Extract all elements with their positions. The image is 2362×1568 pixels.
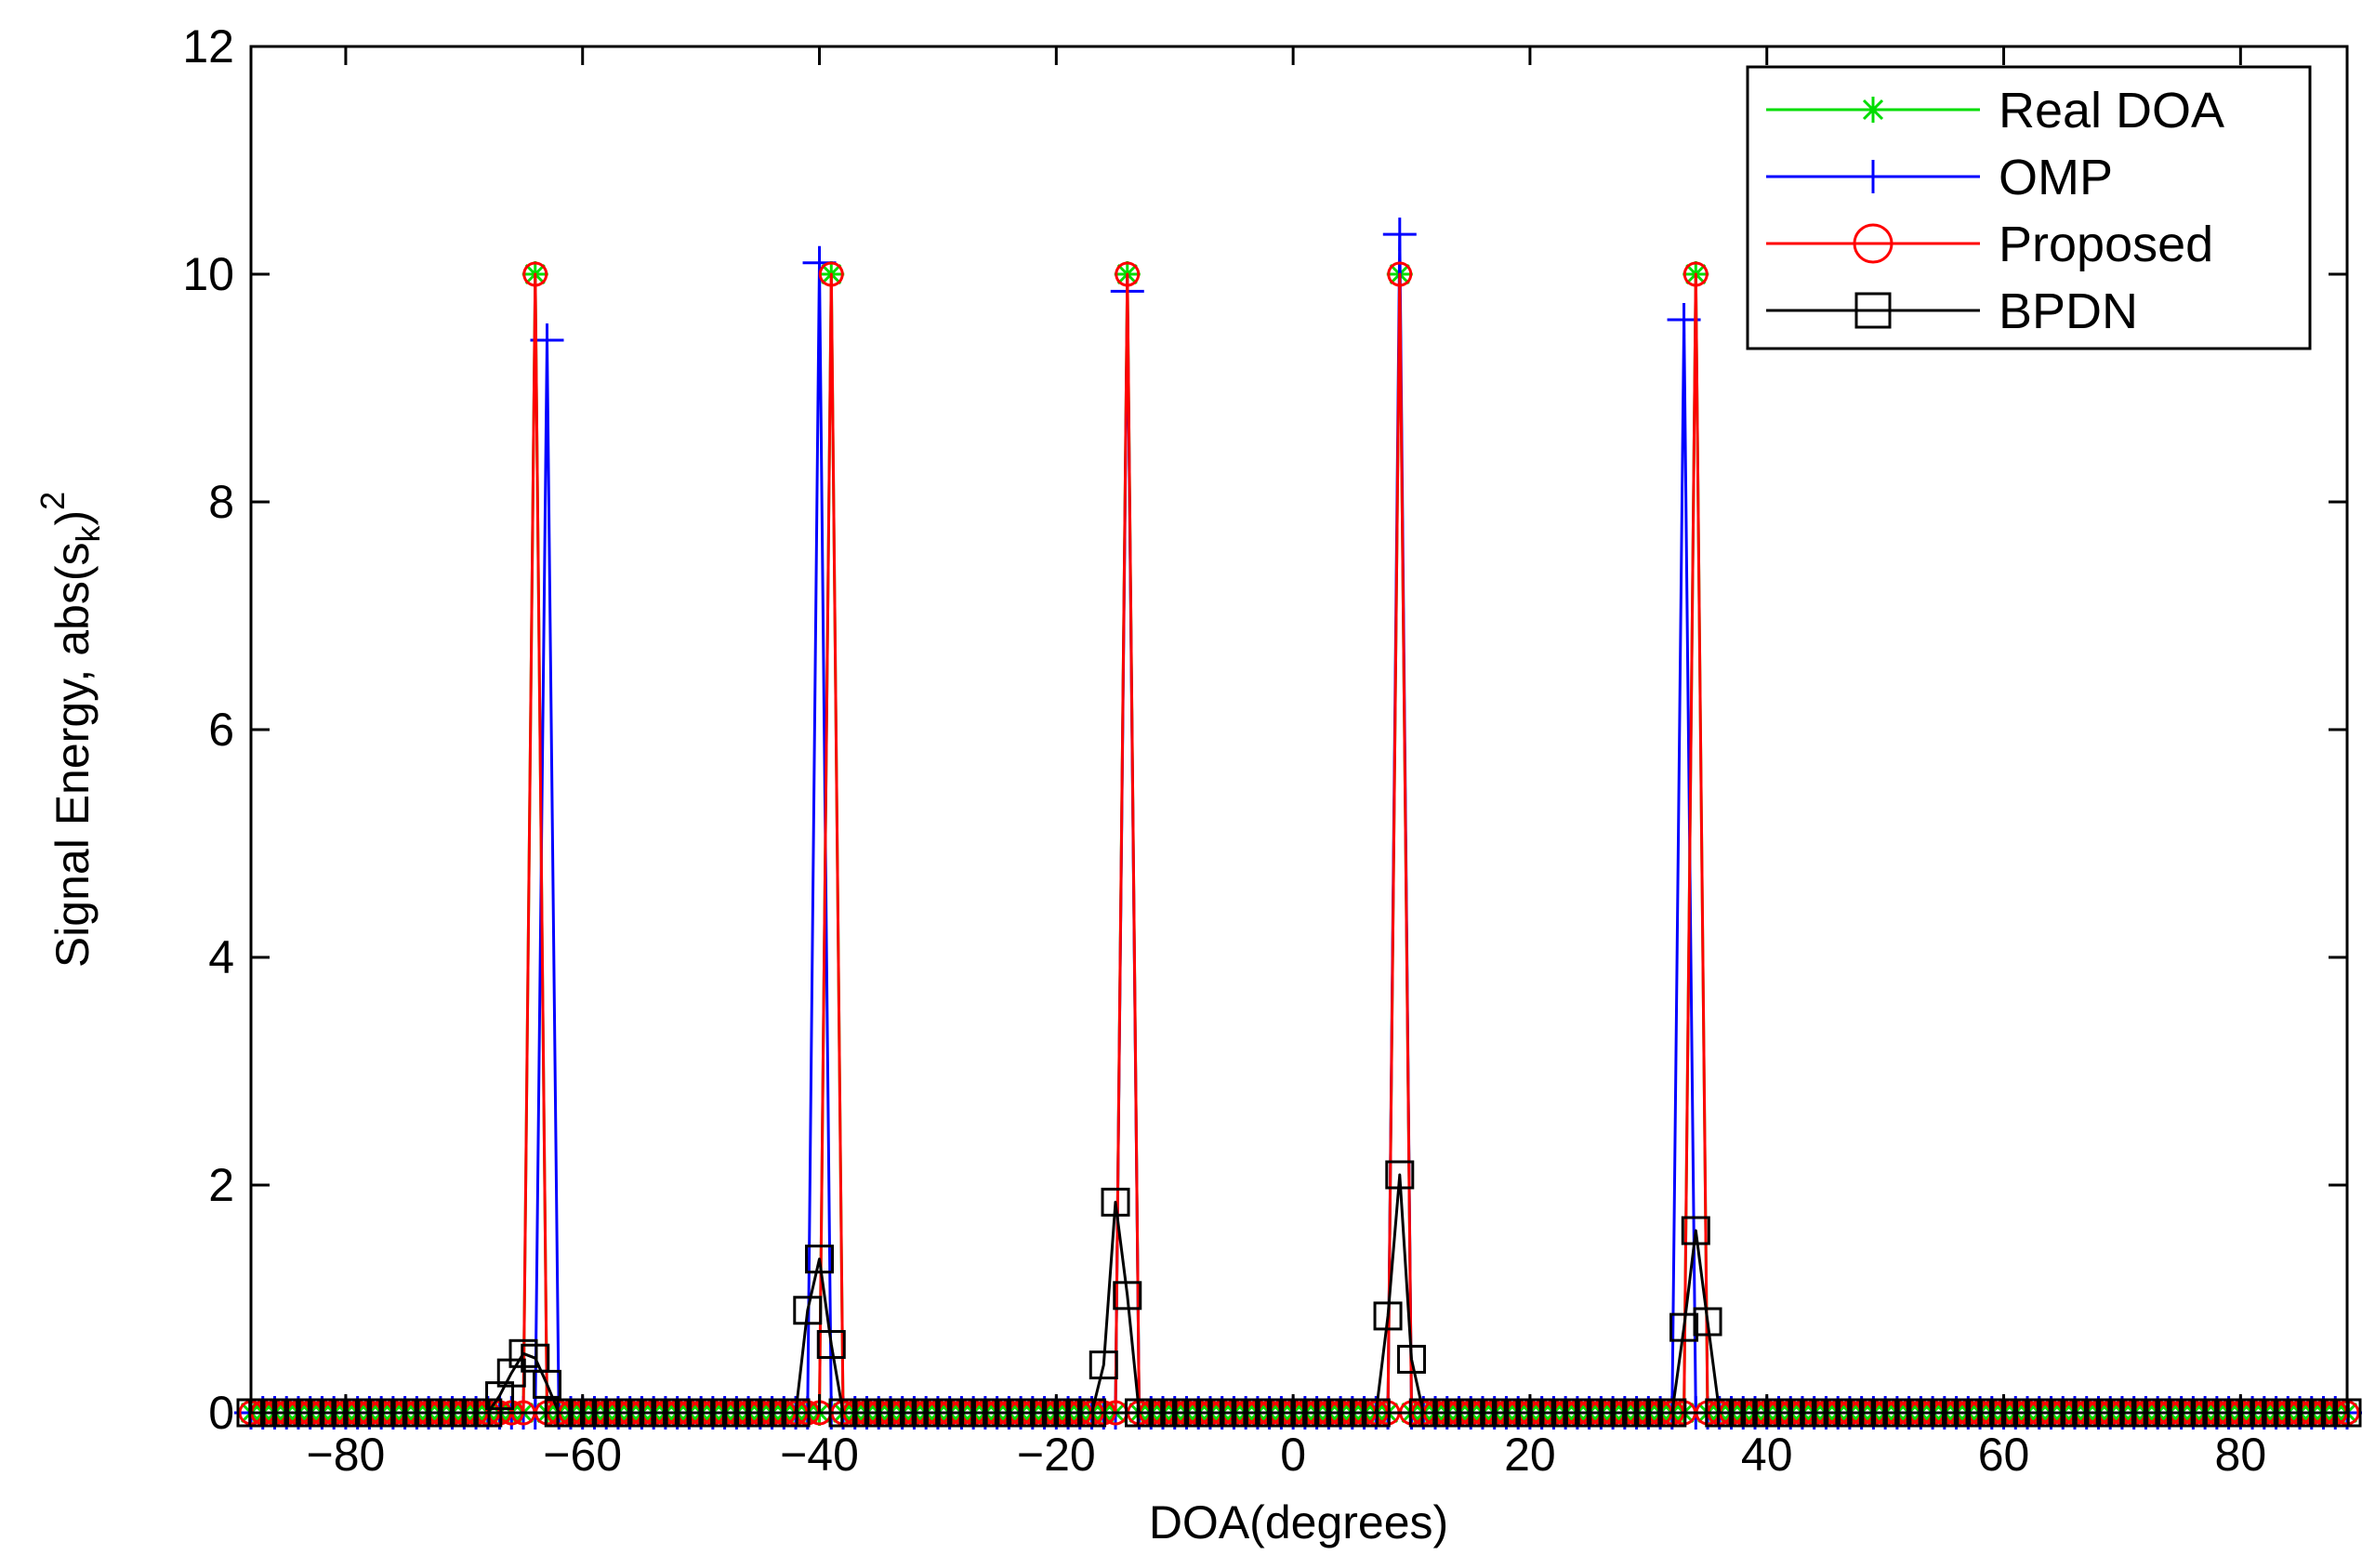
data-point-omp — [1382, 217, 1417, 252]
data-point-proposed — [1115, 261, 1141, 287]
data-point-bpdn — [533, 1369, 562, 1399]
data-point-bpdn — [1385, 1160, 1415, 1190]
data-point-proposed — [1387, 261, 1413, 287]
data-point-bpdn — [793, 1296, 823, 1325]
y-tick-label: 12 — [182, 20, 234, 72]
legend-marker — [1853, 223, 1894, 264]
data-point-proposed — [818, 261, 844, 287]
y-tick-label: 4 — [208, 931, 234, 983]
x-tick-label: −60 — [543, 1429, 622, 1481]
y-tick-label: 2 — [208, 1159, 234, 1211]
legend-marker — [1856, 160, 1890, 193]
legend-marker — [1854, 292, 1892, 329]
x-tick-label: 40 — [1741, 1429, 1793, 1481]
y-tick-label: 6 — [208, 704, 234, 756]
legend-label-bpdn: BPDN — [1999, 283, 2138, 339]
data-point-bpdn — [1693, 1307, 1722, 1337]
y-axis-title: Signal Energy, abs(sk)2 — [33, 492, 107, 968]
x-tick-label: −20 — [1017, 1429, 1096, 1481]
x-tick-label: 20 — [1504, 1429, 1556, 1481]
legend-item-proposed: Proposed — [1766, 217, 2213, 272]
x-tick-label: 0 — [1280, 1429, 1306, 1481]
data-point-bpdn — [1089, 1351, 1118, 1380]
legend: Real DOA OMP Proposed BPDN — [1746, 65, 2312, 350]
y-tick-label: 8 — [208, 476, 234, 528]
x-tick-label: 80 — [2215, 1429, 2267, 1481]
data-point-bpdn — [1397, 1344, 1427, 1374]
x-tick-label: −80 — [307, 1429, 386, 1481]
x-tick-label: −40 — [780, 1429, 859, 1481]
data-point-bpdn — [1669, 1312, 1699, 1342]
legend-label-proposed: Proposed — [1999, 217, 2213, 272]
data-point-bpdn — [816, 1330, 846, 1359]
data-point-bpdn — [1113, 1281, 1142, 1311]
legend-label-omp: OMP — [1999, 150, 2113, 205]
y-tick-label: 0 — [208, 1387, 234, 1439]
legend-item-bpdn: BPDN — [1766, 283, 2138, 339]
data-point-bpdn — [1373, 1301, 1403, 1331]
legend-label-real-doa: Real DOA — [1999, 83, 2224, 138]
x-axis-title: DOA(degrees) — [1149, 1496, 1448, 1548]
y-axis-title-sup: 2 — [33, 492, 72, 510]
data-point-bpdn — [1681, 1216, 1710, 1245]
legend-item-real-doa: Real DOA — [1766, 83, 2224, 138]
legend-item-omp: OMP — [1766, 150, 2113, 205]
data-point-proposed — [522, 261, 548, 287]
data-point-proposed — [1682, 261, 1709, 287]
y-tick-label: 10 — [182, 248, 234, 300]
x-tick-label: 60 — [1978, 1429, 2030, 1481]
legend-marker — [1860, 97, 1886, 123]
y-axis-title-sub: k — [69, 525, 107, 543]
data-point-bpdn — [805, 1245, 835, 1274]
tick-layer: −80 −60 −40 −20 0 20 40 60 80 0 2 4 6 8 10 12 — [182, 20, 2347, 1481]
y-axis-title-main: Signal Energy, abs(s — [46, 543, 99, 968]
y-axis-title-close: ) — [46, 510, 99, 526]
data-point-bpdn — [1101, 1187, 1130, 1217]
legend-box — [1746, 65, 2312, 350]
